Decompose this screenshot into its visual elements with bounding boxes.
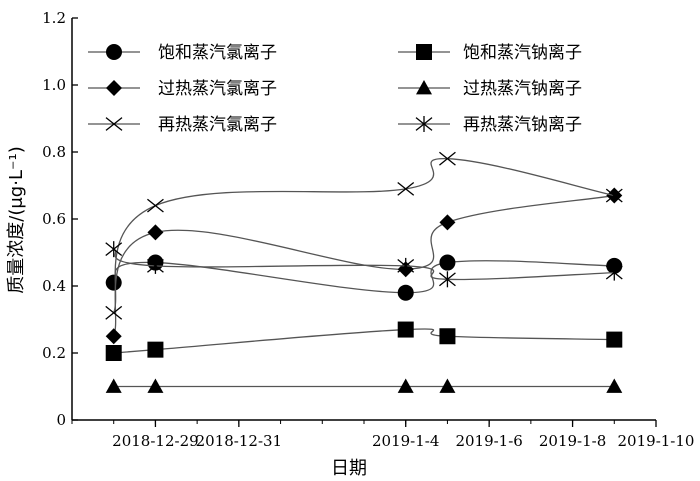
data-point [397, 257, 415, 274]
data-point [105, 305, 123, 320]
legend-marker [105, 117, 123, 131]
data-point [439, 214, 456, 231]
marker-shape [439, 254, 456, 271]
legend-item-6: 再热蒸汽钠离子 [398, 115, 582, 135]
legend-item-5: 再热蒸汽氯离子 [88, 115, 277, 135]
data-point [147, 198, 164, 213]
x-tick-label: 2019-1-6 [455, 432, 522, 450]
data-point [147, 257, 164, 274]
marker-shape [397, 284, 414, 301]
series-line [113, 248, 615, 281]
data-point [147, 341, 164, 358]
marker-shape [606, 331, 623, 348]
marker-stroke [439, 151, 456, 166]
x-tick-label: 2019-1-10 [618, 432, 695, 450]
legend-marker [416, 44, 432, 60]
legend-marker [416, 80, 432, 95]
marker-shape [105, 345, 122, 361]
legend-item-4: 过热蒸汽钠离子 [398, 79, 582, 99]
data-point [605, 188, 623, 203]
x-tick-label: 2019-1-4 [372, 432, 439, 450]
y-tick-label: 0.4 [42, 277, 66, 295]
data-point [397, 284, 414, 301]
y-tick-label: 0.2 [42, 344, 66, 362]
marker-shape [147, 378, 164, 393]
legend-item-2: 饱和蒸汽钠离子 [398, 43, 582, 63]
series-layer [105, 151, 623, 393]
legend-label: 过热蒸汽钠离子 [463, 79, 582, 99]
series-4 [105, 378, 623, 393]
legend-item-3: 过热蒸汽氯离子 [88, 79, 277, 99]
legend-label: 过热蒸汽氯离子 [158, 79, 277, 99]
marker-shape [606, 378, 623, 393]
marker-stroke [105, 305, 123, 320]
legend-marker [415, 116, 433, 132]
marker-shape [105, 378, 122, 393]
data-point [397, 181, 415, 196]
data-point [439, 271, 456, 288]
data-point [605, 264, 623, 281]
data-point [105, 328, 122, 345]
y-tick-label: 1.2 [42, 9, 66, 27]
legend-label: 再热蒸汽氯离子 [158, 115, 277, 135]
data-point [397, 321, 414, 338]
marker-shape [439, 378, 456, 393]
series-line [113, 158, 615, 314]
series-6 [105, 241, 623, 288]
data-point [105, 241, 123, 258]
marker-shape [397, 378, 414, 393]
data-point [439, 254, 456, 271]
data-point [105, 378, 122, 393]
marker-shape [105, 328, 122, 345]
legend-marker [106, 44, 122, 60]
series-line [113, 328, 615, 354]
y-tick-label: 1.0 [42, 76, 66, 94]
legend-label: 再热蒸汽钠离子 [463, 115, 582, 135]
x-tick-label: 2018-12-31 [196, 432, 282, 450]
data-point [439, 328, 456, 345]
data-point [439, 378, 456, 393]
data-point [439, 151, 456, 166]
marker-shape [106, 44, 122, 60]
data-point [606, 331, 623, 348]
data-point [147, 224, 164, 241]
series-2 [105, 321, 623, 361]
marker-shape [416, 80, 432, 95]
marker-stroke [147, 198, 164, 213]
data-point [105, 274, 122, 291]
marker-shape [105, 274, 122, 291]
data-point [606, 378, 623, 393]
legend-label: 饱和蒸汽氯离子 [158, 43, 277, 63]
data-point [147, 378, 164, 393]
x-tick-label: 2019-1-8 [539, 432, 606, 450]
legend-marker [106, 80, 122, 96]
legend-item-1: 饱和蒸汽氯离子 [88, 43, 277, 63]
data-point [105, 345, 122, 361]
y-tick-label: 0.8 [42, 143, 66, 161]
marker-shape [106, 80, 122, 96]
marker-shape [397, 321, 414, 338]
x-axis-title: 日期 [331, 458, 367, 479]
y-tick-label: 0 [56, 411, 66, 429]
series-5 [105, 151, 623, 320]
marker-stroke [105, 117, 123, 131]
series-1 [105, 254, 623, 301]
marker-shape [147, 224, 164, 241]
marker-shape [439, 214, 456, 231]
marker-shape [416, 44, 432, 60]
y-axis-title: 质量浓度/(μg·L⁻¹) [6, 146, 27, 293]
x-tick-label: 2018-12-29 [112, 432, 198, 450]
y-tick-label: 0.6 [42, 210, 66, 228]
marker-shape [147, 341, 164, 358]
legend-label: 饱和蒸汽钠离子 [463, 43, 582, 63]
data-point [397, 378, 414, 393]
marker-shape [439, 328, 456, 345]
marker-stroke [605, 188, 623, 203]
marker-stroke [397, 181, 415, 196]
